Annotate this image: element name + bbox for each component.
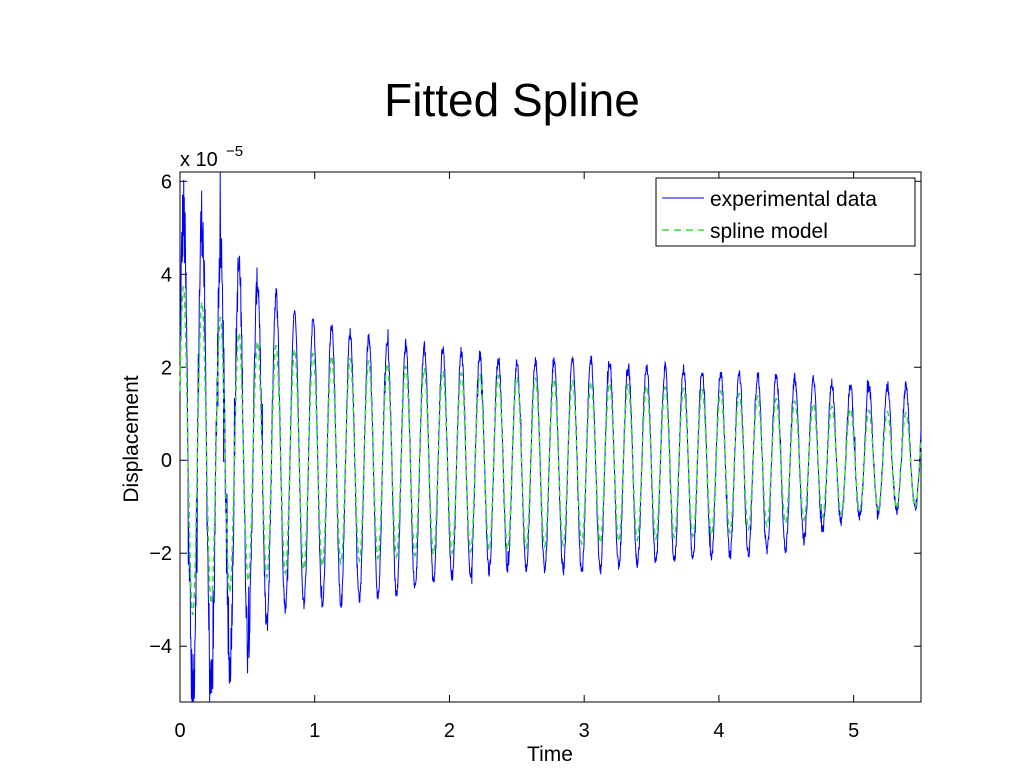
- legend: experimental data spline model: [655, 177, 916, 247]
- series-spline-model: [179, 285, 922, 616]
- y-tick-label: 6: [161, 171, 172, 193]
- y-exponent-power: −5: [226, 143, 243, 160]
- y-tick-label: 2: [161, 357, 172, 379]
- y-exponent-label: x 10 −5: [180, 143, 243, 171]
- legend-label-experimental: experimental data: [710, 188, 877, 211]
- series-experimental-data: [179, 171, 922, 703]
- y-axis-label: Displacement: [120, 375, 143, 502]
- legend-box: [655, 177, 916, 247]
- x-tick-label: 0: [174, 720, 185, 742]
- x-tick-label: 4: [713, 720, 724, 742]
- y-tick-label: 4: [161, 264, 172, 286]
- y-tick-label: −4: [149, 636, 172, 658]
- y-exponent-base: x 10: [180, 149, 218, 171]
- y-tick-label: 0: [161, 450, 172, 472]
- legend-label-spline: spline model: [710, 220, 828, 243]
- x-tick-label: 5: [848, 720, 859, 742]
- x-tick-label: 2: [444, 720, 455, 742]
- x-tick-label: 1: [309, 720, 320, 742]
- chart-title: Fitted Spline: [384, 74, 640, 126]
- ticks: 0 1 2 3 4 5 −4 −2 0 2 4 6: [149, 171, 921, 742]
- y-tick-label: −2: [149, 543, 172, 565]
- x-tick-label: 3: [579, 720, 590, 742]
- x-axis-label: Time: [527, 743, 573, 766]
- series-lines: [179, 171, 922, 703]
